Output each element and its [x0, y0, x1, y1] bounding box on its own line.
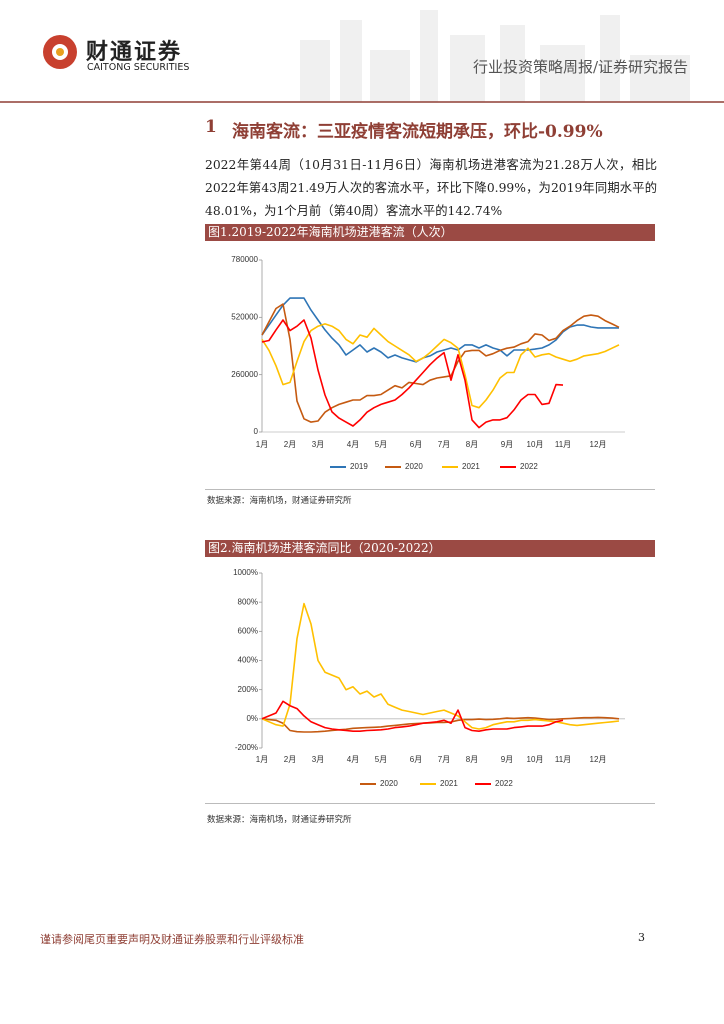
x-tick-label: 2月 [284, 755, 296, 764]
x-tick-label: 8月 [466, 755, 478, 764]
x-tick-label: 11月 [555, 440, 571, 449]
series-line [261, 323, 620, 409]
x-tick-label: 2月 [284, 440, 296, 449]
x-tick-label: 5月 [375, 755, 387, 764]
series-line [261, 303, 620, 423]
figure-title: 图2.海南机场进港客流同比（2020-2022） [205, 540, 655, 557]
paragraph: 2022年第44周（10月31日-11月6日）海南机场进港客流为21.28万人次… [205, 158, 657, 218]
legend-label: 2021 [462, 462, 480, 471]
header-art [0, 10, 724, 103]
skyline [300, 10, 690, 102]
series-line [261, 319, 564, 429]
legend-label: 2019 [350, 462, 368, 471]
y-tick-label: 260000 [231, 370, 258, 379]
figure-title: 图1.2019-2022年海南机场进港客流（人次） [205, 224, 655, 241]
rule [205, 489, 655, 490]
legend-label: 2020 [380, 779, 398, 788]
y-tick-label: 0 [254, 427, 259, 436]
legend-label: 2022 [520, 462, 538, 471]
figure-source: 数据来源：海南机场，财通证券研究所 [207, 496, 352, 506]
logo-icon [56, 48, 64, 56]
x-tick-label: 9月 [501, 755, 513, 764]
x-tick-label: 10月 [527, 755, 544, 764]
y-tick-label: 1000% [233, 568, 258, 577]
legend-label: 2022 [495, 779, 513, 788]
section-title: 海南客流：三亚疫情客流短期承压，环比-0.99% [232, 122, 603, 142]
y-tick-label: 400% [238, 656, 258, 665]
series-line [261, 602, 620, 730]
x-tick-label: 6月 [410, 440, 422, 449]
y-tick-label: -200% [235, 743, 258, 752]
x-tick-label: 1月 [256, 440, 268, 449]
x-tick-label: 4月 [347, 755, 359, 764]
x-tick-label: 4月 [347, 440, 359, 449]
x-tick-label: 7月 [438, 440, 450, 449]
footer-disclaimer: 谨请参阅尾页重要声明及财通证券股票和行业评级标准 [40, 933, 304, 946]
y-tick-label: 520000 [231, 312, 258, 321]
logo-cn: 财通证券 [86, 40, 183, 65]
page-number: 3 [638, 931, 645, 944]
chart: -200% 0% 200% 400% 600% 800% 1000% 1月 2月 3月 4月 5月 6月… [233, 568, 625, 788]
y-tick-label: 0% [246, 714, 258, 723]
report-type: 行业投资策略周报/证券研究报告 [472, 58, 688, 76]
y-tick-label: 200% [238, 685, 258, 694]
x-tick-label: 8月 [466, 440, 478, 449]
y-tick-label: 800% [238, 597, 258, 606]
x-tick-label: 5月 [375, 440, 387, 449]
logo-en: CAITONG SECURITIES [87, 62, 190, 73]
rule [205, 803, 655, 804]
y-tick-label: 780000 [231, 255, 258, 264]
x-tick-label: 6月 [410, 755, 422, 764]
series-line [261, 716, 620, 733]
x-tick-label: 11月 [555, 755, 571, 764]
legend-label: 2021 [440, 779, 458, 788]
x-tick-label: 12月 [590, 755, 607, 764]
section-number: 1 [205, 117, 217, 137]
y-tick-label: 600% [238, 626, 258, 635]
series-line [261, 700, 564, 732]
x-tick-label: 10月 [527, 440, 544, 449]
x-tick-label: 3月 [312, 440, 324, 449]
x-tick-label: 3月 [312, 755, 324, 764]
x-tick-label: 1月 [256, 755, 268, 764]
x-tick-label: 7月 [438, 755, 450, 764]
x-tick-label: 9月 [501, 440, 513, 449]
figure-source: 数据来源：海南机场，财通证券研究所 [207, 815, 352, 825]
x-tick-label: 12月 [590, 440, 607, 449]
chart: 0 260000 520000 780000 1月 2月 3月 4月 5月 6月 7月 8月 9月 10月… [231, 255, 625, 471]
legend-label: 2020 [405, 462, 423, 471]
